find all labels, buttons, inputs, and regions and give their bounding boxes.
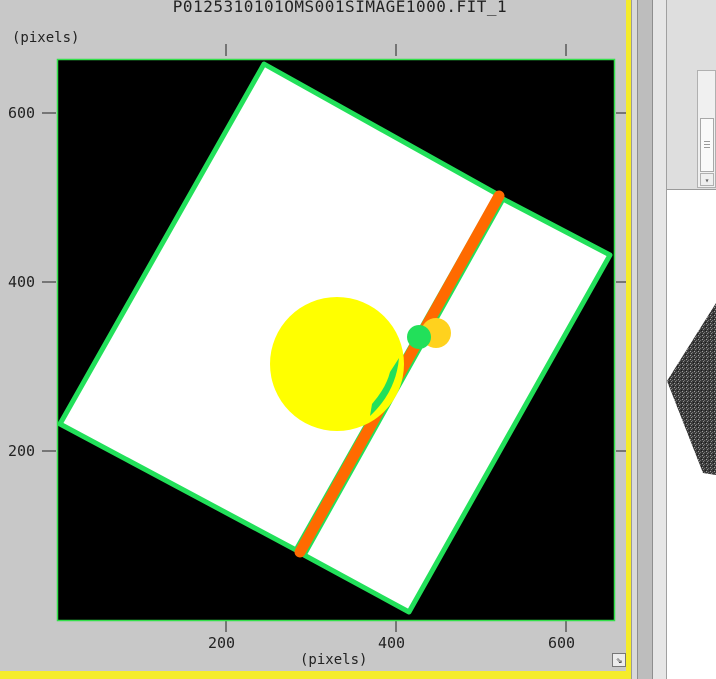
plot-title: P0125310101OMS001SIMAGE1000.FIT_1 bbox=[172, 0, 508, 16]
preview-sky-image bbox=[667, 303, 716, 475]
pane-divider[interactable] bbox=[631, 0, 637, 679]
panel-frame-right bbox=[626, 0, 631, 679]
axis-ticks bbox=[42, 44, 626, 632]
pane-splitter-handle[interactable] bbox=[637, 0, 653, 679]
x-tick-label-400: 400 bbox=[378, 634, 406, 652]
plot-canvas[interactable] bbox=[0, 0, 626, 671]
x-tick-label-600: 600 bbox=[548, 634, 576, 652]
preview-star bbox=[684, 443, 690, 449]
y-tick-label-600: 600 bbox=[8, 104, 36, 122]
panel-frame-bottom bbox=[0, 671, 631, 679]
chevron-down-icon[interactable]: ▾ bbox=[700, 173, 714, 186]
resize-arrow-icon[interactable]: ⇘ bbox=[612, 653, 626, 667]
x-axis-label: (pixels) bbox=[300, 652, 368, 668]
green-marker-circle bbox=[407, 325, 431, 349]
y-tick-label-400: 400 bbox=[8, 273, 36, 291]
y-tick-label-200: 200 bbox=[8, 442, 36, 460]
y-axis-label: (pixels) bbox=[12, 30, 80, 46]
image-area-border bbox=[56, 58, 616, 622]
x-tick-label-200: 200 bbox=[208, 634, 236, 652]
green-overlap-sliver bbox=[370, 358, 399, 416]
large-yellow-circle bbox=[270, 297, 404, 431]
pane-divider-edge bbox=[653, 0, 667, 679]
scrollbar-thumb[interactable] bbox=[700, 118, 714, 172]
image-preview-thumbnail bbox=[667, 193, 716, 679]
